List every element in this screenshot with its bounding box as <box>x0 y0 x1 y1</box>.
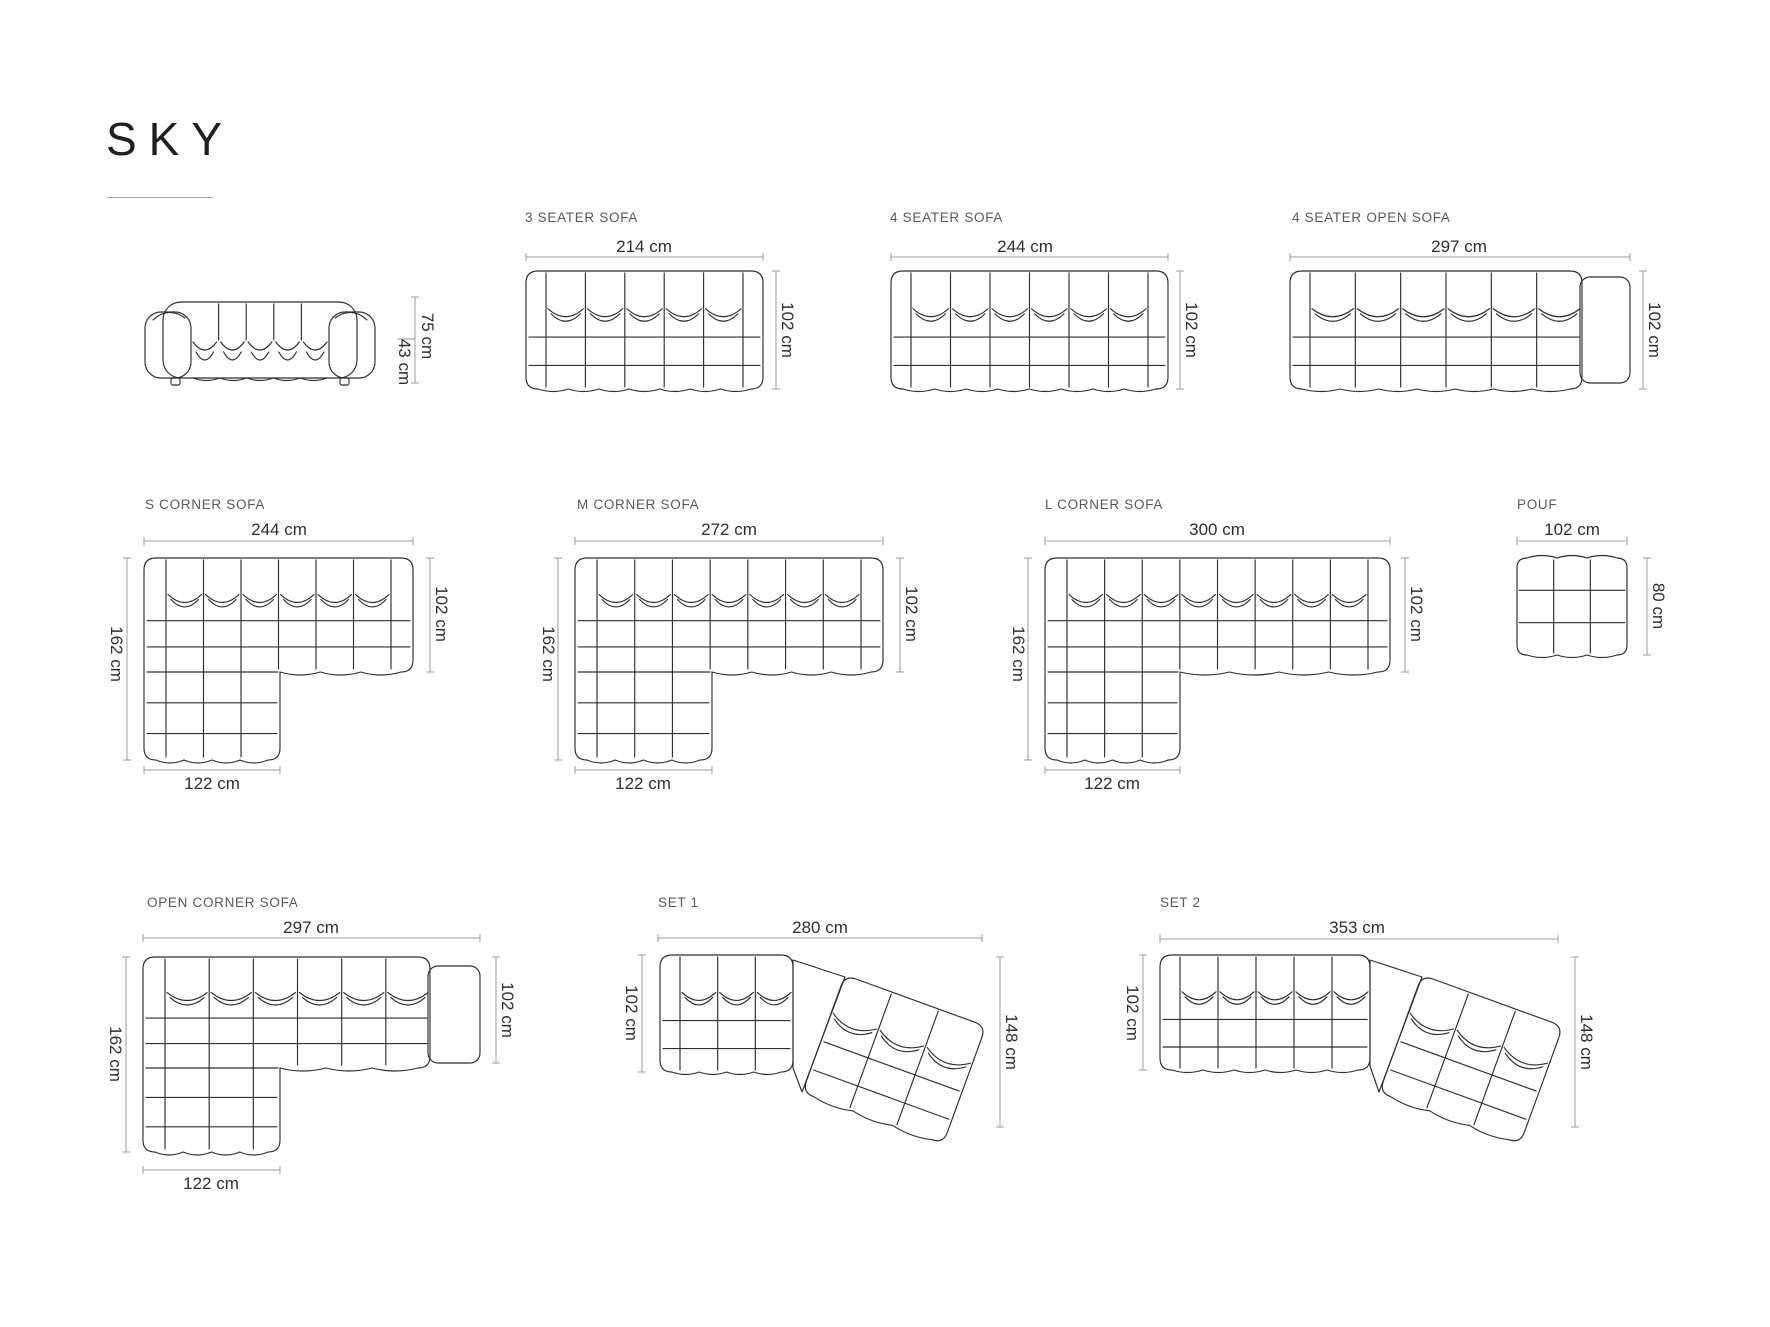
label-set2: SET 2 <box>1160 895 1201 910</box>
dim-scorner-depth-total: 162 cm <box>107 626 126 682</box>
dim-set1-width: 280 cm <box>792 918 848 937</box>
title-underline <box>107 197 213 198</box>
dims-set1 <box>638 934 1004 1128</box>
dim-pouf-depth: 80 cm <box>1649 582 1668 630</box>
dim-mcorner-depth: 102 cm <box>902 586 921 642</box>
drawing-set2-rotated-module <box>1381 977 1561 1142</box>
dim-scorner-width: 244 cm <box>251 520 307 539</box>
drawing-pouf <box>1516 554 1628 659</box>
drawing-side-view-sofa <box>144 301 376 386</box>
drawing-4-seater-open-sofa <box>1289 270 1631 393</box>
dim-opencorner-width: 297 cm <box>283 918 339 937</box>
dim-side-height-total: 75 cm <box>418 312 437 360</box>
dims-open-corner <box>122 934 500 1174</box>
label-4-seater-open: 4 SEATER OPEN SOFA <box>1292 210 1451 225</box>
dim-4seater-depth: 102 cm <box>1182 302 1201 358</box>
label-l-corner: L CORNER SOFA <box>1045 497 1164 512</box>
drawing-3-seater-sofa <box>525 270 764 393</box>
dim-mcorner-width: 272 cm <box>701 520 757 539</box>
dim-mcorner-depth-total: 162 cm <box>539 626 558 682</box>
dims-4-seater <box>890 253 1184 390</box>
label-set1: SET 1 <box>658 895 699 910</box>
drawing-set1 <box>659 954 846 1093</box>
label-m-corner: M CORNER SOFA <box>577 497 700 512</box>
dims-m-corner <box>554 537 904 774</box>
dim-4open-width: 297 cm <box>1431 237 1487 256</box>
dim-pouf-width: 102 cm <box>1544 520 1600 539</box>
dims-side-view <box>397 296 419 384</box>
dim-opencorner-chaise: 122 cm <box>183 1174 239 1193</box>
label-3-seater: 3 SEATER SOFA <box>525 210 639 225</box>
dims-l-corner <box>1024 537 1409 774</box>
dims-4-seater-open <box>1289 253 1647 390</box>
drawing-set1-rotated-module <box>804 977 984 1142</box>
dim-4seater-width: 244 cm <box>997 237 1053 256</box>
drawing-s-corner-sofa <box>143 557 414 764</box>
dim-3seater-depth: 102 cm <box>778 302 797 358</box>
dims-3-seater <box>525 253 780 390</box>
dims-pouf <box>1516 537 1651 656</box>
dim-3seater-width: 214 cm <box>616 237 672 256</box>
page-title: SKY <box>106 113 235 165</box>
label-pouf: POUF <box>1517 497 1558 512</box>
dim-scorner-chaise: 122 cm <box>184 774 240 793</box>
dim-scorner-depth: 102 cm <box>432 586 451 642</box>
dim-set2-width: 353 cm <box>1329 918 1385 937</box>
dim-opencorner-depth-total: 162 cm <box>106 1026 125 1082</box>
dim-lcorner-chaise: 122 cm <box>1084 774 1140 793</box>
label-s-corner: S CORNER SOFA <box>145 497 266 512</box>
dim-lcorner-depth-total: 162 cm <box>1009 626 1028 682</box>
drawing-m-corner-sofa <box>574 557 884 764</box>
label-open-corner: OPEN CORNER SOFA <box>147 895 299 910</box>
dim-side-height-seat: 43 cm <box>395 338 414 386</box>
dim-set1-depth-right: 148 cm <box>1002 1014 1021 1070</box>
drawing-l-corner-sofa <box>1044 557 1391 764</box>
drawing-set2 <box>1159 954 1423 1093</box>
dim-opencorner-depth: 102 cm <box>498 982 517 1038</box>
dim-set1-depth-left: 102 cm <box>622 985 641 1041</box>
dims-s-corner <box>123 537 434 774</box>
dim-lcorner-width: 300 cm <box>1189 520 1245 539</box>
dim-lcorner-depth: 102 cm <box>1407 586 1426 642</box>
drawing-4-seater-sofa <box>890 270 1169 393</box>
label-4-seater: 4 SEATER SOFA <box>890 210 1004 225</box>
dims-set2 <box>1139 935 1579 1128</box>
dim-set2-depth-left: 102 cm <box>1123 985 1142 1041</box>
dim-4open-depth: 102 cm <box>1645 302 1664 358</box>
drawing-open-corner-sofa <box>142 956 481 1156</box>
dim-set2-depth-right: 148 cm <box>1577 1014 1596 1070</box>
dim-mcorner-chaise: 122 cm <box>615 774 671 793</box>
